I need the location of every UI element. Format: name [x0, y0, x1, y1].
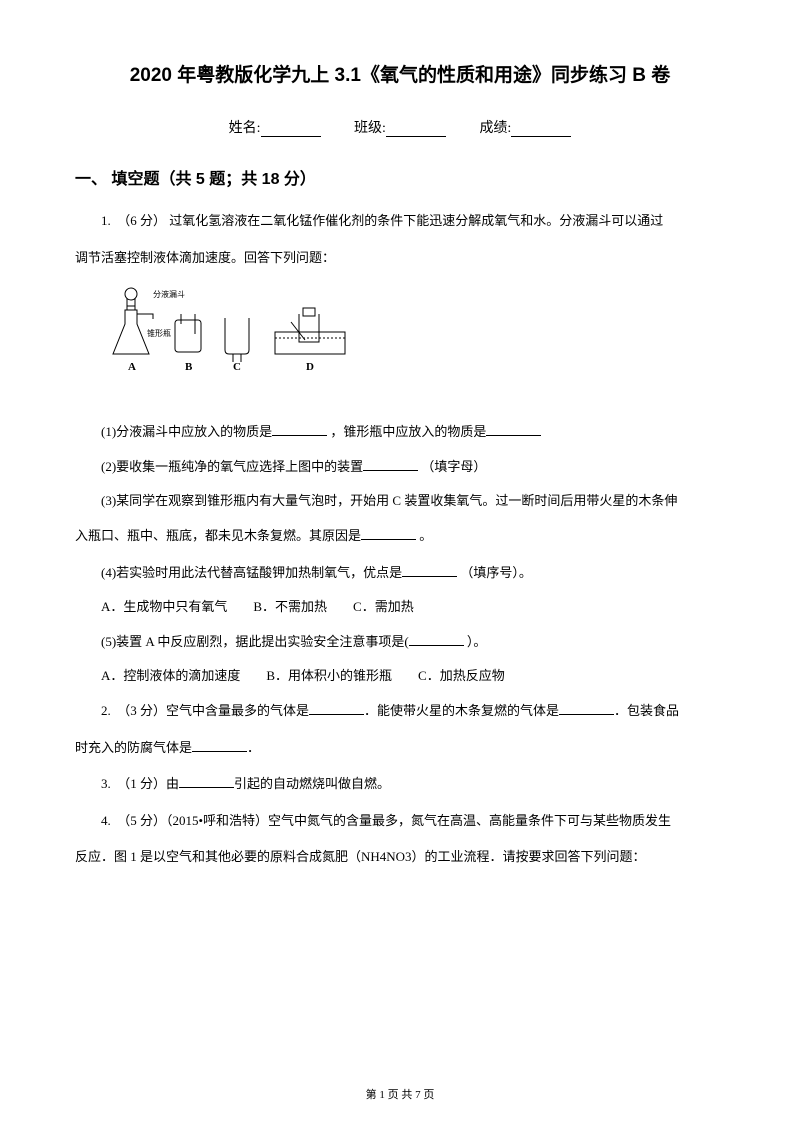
q1-sub3-p1: (3)某同学在观察到锥形瓶内有大量气泡时，开始用 C 装置收集氧气。过一断时间后… [75, 487, 725, 516]
class-blank [386, 123, 446, 137]
q1-intro-p1: 1. （6 分） 过氧化氢溶液在二氧化锰作催化剂的条件下能迅速分解成氧气和水。分… [101, 213, 663, 228]
info-line: 姓名: 班级: 成绩: [75, 117, 725, 137]
blank [361, 527, 416, 540]
blank [272, 423, 327, 436]
q1-sub1-text: (1)分液漏斗中应放入的物质是 [101, 424, 272, 439]
q4-p1: 4. （5 分）（2015•呼和浩特）空气中氮气的含量最多，氮气在高温、高能量条… [75, 807, 725, 836]
q3-p2: 引起的自动燃烧叫做自燃。 [234, 776, 390, 791]
svg-text:分液漏斗: 分液漏斗 [153, 289, 185, 299]
q1-sub2-tail: （填字母） [418, 459, 486, 474]
q1-sub5-tail: ）。 [464, 634, 487, 649]
q1-sub4-tail: （填序号）。 [457, 565, 532, 580]
q2-cont: 时充入的防腐气体是 ． [75, 734, 725, 763]
blank [363, 458, 418, 471]
q1-intro: 1. （6 分） 过氧化氢溶液在二氧化锰作催化剂的条件下能迅速分解成氧气和水。分… [75, 207, 725, 236]
q1-sub5: (5)装置 A 中反应剧烈，据此提出实验安全注意事项是( ）。 [75, 628, 725, 657]
score-blank [511, 123, 571, 137]
q1-sub2-text: (2)要收集一瓶纯净的氧气应选择上图中的装置 [101, 459, 363, 474]
name-label: 姓名: [229, 121, 261, 136]
q2-p4: 时充入的防腐气体是 [75, 740, 192, 755]
q1-sub3-p2: 入瓶口、瓶中、瓶底，都未见木条复燃。其原因是 。 [75, 522, 725, 551]
q1-sub3-tail: 。 [416, 528, 432, 543]
q1-intro-cont: 调节活塞控制液体滴加速度。回答下列问题： [75, 244, 725, 273]
q1-sub1-mid: ，锥形瓶中应放入的物质是 [327, 424, 486, 439]
q1-sub1: (1)分液漏斗中应放入的物质是 ，锥形瓶中应放入的物质是 [75, 418, 725, 447]
svg-text:锥形瓶: 锥形瓶 [147, 328, 171, 338]
svg-text:D: D [306, 361, 314, 373]
class-label: 班级: [354, 121, 386, 136]
q2-p2: ．能使带火星的木条复燃的气体是 [364, 703, 559, 718]
q3-p1: 3. （1 分）由 [101, 776, 179, 791]
q1-options2: A．控制液体的滴加速度 B．用体积小的锥形瓶 C．加热反应物 [75, 662, 725, 691]
q2-tail: ． [247, 740, 260, 755]
section-header: 一、 填空题（共 5 题；共 18 分） [75, 165, 725, 189]
q1-sub3-p2-text: 入瓶口、瓶中、瓶底，都未见木条复燃。其原因是 [75, 528, 361, 543]
blank [409, 633, 464, 646]
q2-p3: ．包装食品 [614, 703, 679, 718]
blank [559, 702, 614, 715]
q2: 2. （3 分）空气中含量最多的气体是 ．能使带火星的木条复燃的气体是 ．包装食品 [75, 697, 725, 726]
q1-sub5-text: (5)装置 A 中反应剧烈，据此提出实验安全注意事项是( [101, 634, 409, 649]
page-title: 2020 年粤教版化学九上 3.1《氧气的性质和用途》同步练习 B 卷 [75, 60, 725, 87]
score-label: 成绩: [479, 121, 511, 136]
blank [402, 564, 457, 577]
apparatus-diagram: 分液漏斗 锥形瓶 A B C D [103, 284, 725, 404]
blank [192, 739, 247, 752]
q1-sub2: (2)要收集一瓶纯净的氧气应选择上图中的装置 （填字母） [75, 453, 725, 482]
name-blank [261, 123, 321, 137]
q4-p2: 反应．图 1 是以空气和其他必要的原料合成氮肥（NH4NO3）的工业流程．请按要… [75, 843, 725, 872]
q3: 3. （1 分）由 引起的自动燃烧叫做自燃。 [75, 770, 725, 799]
q2-p1: 2. （3 分）空气中含量最多的气体是 [101, 703, 309, 718]
svg-text:B: B [185, 361, 193, 373]
page-footer: 第 1 页 共 7 页 [0, 1086, 800, 1102]
blank [309, 702, 364, 715]
svg-text:C: C [233, 361, 241, 373]
q1-options1: A．生成物中只有氧气 B．不需加热 C．需加热 [75, 593, 725, 622]
q1-sub4: (4)若实验时用此法代替高锰酸钾加热制氧气，优点是 （填序号）。 [75, 559, 725, 588]
q1-sub4-text: (4)若实验时用此法代替高锰酸钾加热制氧气，优点是 [101, 565, 402, 580]
blank [179, 775, 234, 788]
blank [486, 423, 541, 436]
svg-text:A: A [128, 361, 136, 373]
